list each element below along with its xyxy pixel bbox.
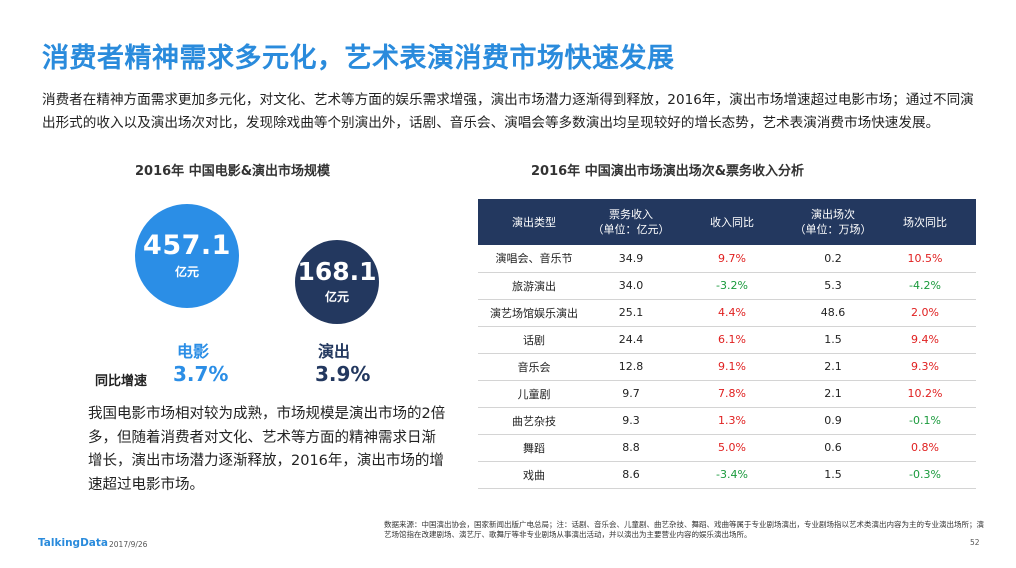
table-row: 旅游演出 34.0 -3.2% 5.3 -4.2%: [478, 272, 976, 300]
film-yoy-value: 3.7%: [173, 362, 229, 386]
table-cell: 8.8: [590, 434, 672, 462]
table-row: 演唱会、音乐节 34.9 9.7% 0.2 10.5%: [478, 245, 976, 273]
film-label: 电影: [177, 342, 210, 361]
table-cell: 2.1: [792, 353, 874, 381]
column-header: 演出场次 （单位：万场）: [792, 199, 874, 245]
column-header-line: 票务收入: [609, 208, 653, 221]
table-header-row: 演出类型 票务收入 （单位：亿元） 收入同比 演出场次 （单位：万场） 场次同比: [478, 199, 976, 245]
show-yoy-value: 3.9%: [315, 362, 371, 386]
show-market-unit: 亿元: [324, 290, 349, 304]
page-number: 52: [970, 538, 980, 547]
table-cell: 9.7: [590, 380, 672, 408]
table-cell: -4.2%: [874, 272, 976, 300]
table-cell: 舞蹈: [478, 434, 590, 462]
table-cell: 2.1: [792, 380, 874, 408]
performance-table: 演出类型 票务收入 （单位：亿元） 收入同比 演出场次 （单位：万场） 场次同比 演…: [478, 199, 976, 489]
column-header-line: （单位：万场）: [794, 223, 872, 236]
table-cell: 4.4%: [672, 299, 792, 327]
brand-logo: TalkingData: [38, 537, 108, 549]
table-row: 话剧 24.4 6.1% 1.5 9.4%: [478, 326, 976, 354]
table-cell: 音乐会: [478, 353, 590, 381]
show-market-circle: 168.1 亿元: [295, 240, 379, 324]
table-cell: 0.2: [792, 245, 874, 273]
table-cell: -3.2%: [672, 272, 792, 300]
table-row: 曲艺杂技 9.3 1.3% 0.9 -0.1%: [478, 407, 976, 435]
film-market-circle: 457.1 亿元: [135, 204, 239, 308]
table-cell: 9.3%: [874, 353, 976, 381]
slide-title: 消费者精神需求多元化，艺术表演消费市场快速发展: [42, 43, 675, 74]
table-cell: 9.4%: [874, 326, 976, 354]
table-cell: 9.1%: [672, 353, 792, 381]
table-cell: 戏曲: [478, 461, 590, 489]
table-cell: 8.6: [590, 461, 672, 489]
table-cell: 5.0%: [672, 434, 792, 462]
table-cell: 9.7%: [672, 245, 792, 273]
film-market-value: 457.1: [143, 230, 231, 261]
column-header: 演出类型: [512, 215, 556, 229]
table-row: 儿童剧 9.7 7.8% 2.1 10.2%: [478, 380, 976, 408]
table-cell: 话剧: [478, 326, 590, 354]
table-cell: -0.1%: [874, 407, 976, 435]
table-cell: 1.5: [792, 461, 874, 489]
table-row: 舞蹈 8.8 5.0% 0.6 0.8%: [478, 434, 976, 462]
data-source-note: 数据来源：中国演出协会，国家新闻出版广电总局；注：话剧、音乐会、儿童剧、曲艺杂技…: [384, 520, 984, 539]
yoy-growth-label: 同比增速: [95, 374, 148, 389]
table-cell: 2.0%: [874, 299, 976, 327]
table-cell: 0.6: [792, 434, 874, 462]
column-header: 收入同比: [710, 215, 754, 229]
table-cell: 曲艺杂技: [478, 407, 590, 435]
film-market-unit: 亿元: [174, 265, 199, 279]
table-row: 戏曲 8.6 -3.4% 1.5 -0.3%: [478, 461, 976, 489]
table-row: 音乐会 12.8 9.1% 2.1 9.3%: [478, 353, 976, 381]
table-cell: 1.5: [792, 326, 874, 354]
table-cell: 12.8: [590, 353, 672, 381]
table-cell: 48.6: [792, 299, 874, 327]
show-label: 演出: [318, 342, 351, 361]
column-header-line: （单位：亿元）: [592, 223, 670, 236]
table-cell: 10.2%: [874, 380, 976, 408]
table-cell: 演唱会、音乐节: [478, 245, 590, 273]
market-size-heading: 2016年 中国电影&演出市场规模: [135, 164, 331, 179]
market-note: 我国电影市场相对较为成熟，市场规模是演出市场的2倍多，但随着消费者对文化、艺术等…: [88, 406, 446, 493]
table-cell: 6.1%: [672, 326, 792, 354]
table-cell: 演艺场馆娱乐演出: [478, 299, 590, 327]
table-cell: 34.9: [590, 245, 672, 273]
table-cell: 0.8%: [874, 434, 976, 462]
table-cell: 7.8%: [672, 380, 792, 408]
table-row: 演艺场馆娱乐演出 25.1 4.4% 48.6 2.0%: [478, 299, 976, 327]
footer-date: 2017/9/26: [109, 540, 148, 549]
column-header: 场次同比: [903, 215, 947, 229]
table-cell: -0.3%: [874, 461, 976, 489]
table-cell: 9.3: [590, 407, 672, 435]
table-cell: 旅游演出: [478, 272, 590, 300]
performance-analysis-heading: 2016年 中国演出市场演出场次&票务收入分析: [531, 164, 805, 179]
table-cell: -3.4%: [672, 461, 792, 489]
table-cell: 5.3: [792, 272, 874, 300]
intro-paragraph: 消费者在精神方面需求更加多元化，对文化、艺术等方面的娱乐需求增强，演出市场潜力逐…: [42, 92, 974, 131]
table-cell: 0.9: [792, 407, 874, 435]
table-cell: 34.0: [590, 272, 672, 300]
table-cell: 10.5%: [874, 245, 976, 273]
table-cell: 1.3%: [672, 407, 792, 435]
column-header: 票务收入 （单位：亿元）: [590, 199, 672, 245]
table-cell: 25.1: [590, 299, 672, 327]
show-market-value: 168.1: [297, 257, 377, 286]
table-cell: 儿童剧: [478, 380, 590, 408]
column-header-line: 演出场次: [811, 208, 855, 221]
table-cell: 24.4: [590, 326, 672, 354]
